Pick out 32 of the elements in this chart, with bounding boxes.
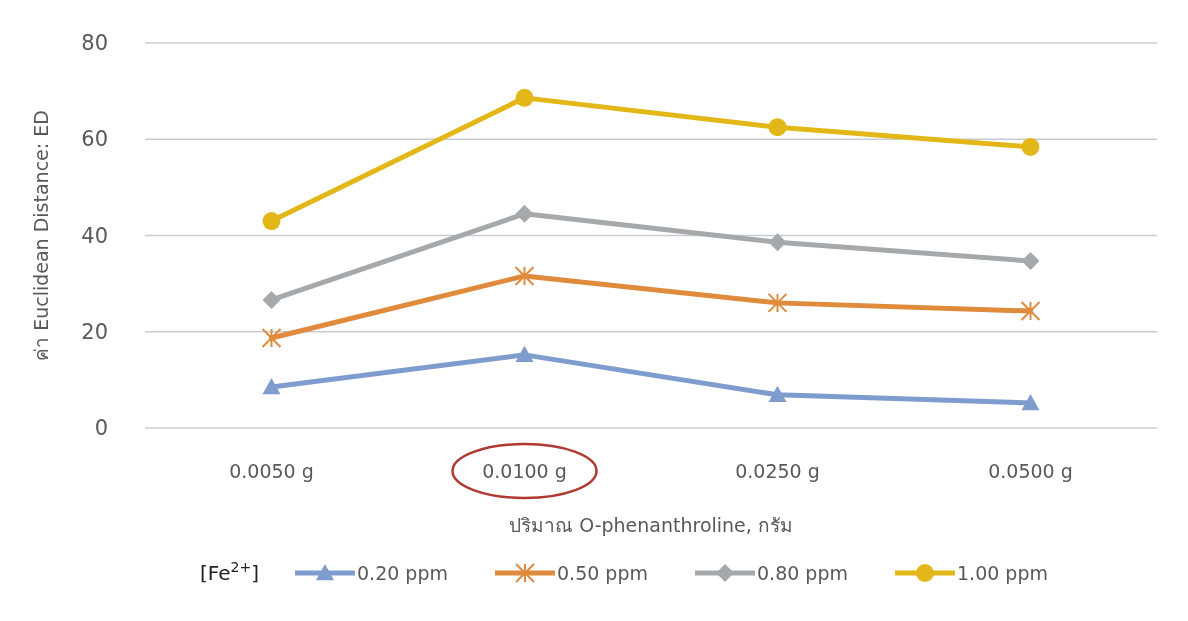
y-tick-label: 60: [81, 127, 108, 152]
x-tick-label: 0.0500 g: [988, 460, 1073, 482]
point: [767, 292, 788, 313]
y-tick-label: 0: [94, 416, 108, 440]
x-tick-label: 0.0250 g: [735, 460, 820, 482]
point: [262, 378, 281, 395]
point: [515, 88, 534, 107]
legend-title: [Fe$^{2+}$]: [200, 559, 259, 585]
point: [768, 118, 787, 137]
legend-label: 0.50 ppm: [557, 562, 648, 584]
point: [262, 290, 281, 309]
x-tick-label: 0.0100 g: [482, 460, 567, 482]
legend-label: 0.80 ppm: [757, 562, 848, 584]
point: [515, 204, 534, 223]
point: [261, 328, 282, 349]
point: [1021, 393, 1040, 411]
y-tick-label: 40: [81, 223, 108, 248]
point: [1021, 137, 1040, 156]
legend-label: 1.00 ppm: [957, 562, 1048, 584]
point: [768, 385, 787, 402]
point: [515, 345, 534, 363]
y-tick-label: 20: [81, 319, 108, 344]
legend-label: 0.20 ppm: [357, 562, 448, 584]
x-axis-title: ปริมาณ O-phenanthroline, กรัม: [509, 514, 793, 536]
y-tick-label: 80: [81, 31, 108, 55]
point: [514, 265, 535, 286]
x-tick-label: 0.0050 g: [229, 460, 314, 482]
point: [1020, 301, 1041, 322]
point: [262, 212, 281, 231]
point: [768, 233, 787, 252]
point: [1021, 252, 1040, 271]
y-axis-title: ค่า Euclidean Distance: ED: [30, 110, 52, 361]
